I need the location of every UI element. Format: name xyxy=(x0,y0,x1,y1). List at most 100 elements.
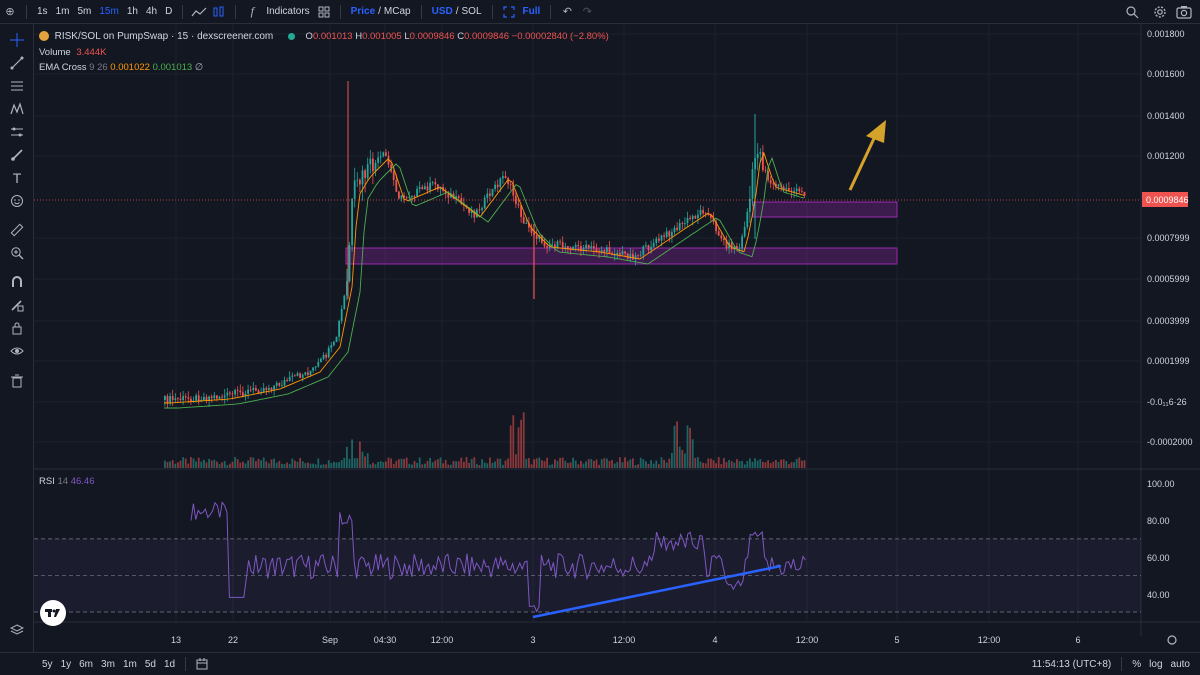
fullscreen-icon[interactable] xyxy=(499,2,519,22)
rsi-legend[interactable]: RSI 14 46.46 xyxy=(39,476,94,487)
zoom-icon[interactable] xyxy=(6,243,28,263)
candle-body xyxy=(338,320,340,337)
mcap-toggle[interactable]: MCap xyxy=(383,6,411,17)
lock-icon[interactable] xyxy=(6,318,28,338)
volume-bar xyxy=(769,463,772,468)
candle-body xyxy=(746,211,749,227)
sol-toggle[interactable]: SOL xyxy=(461,6,482,17)
divider xyxy=(339,4,341,19)
undo-icon[interactable]: ↶ xyxy=(562,6,572,18)
volume-bar xyxy=(470,458,473,468)
trash-icon[interactable] xyxy=(6,371,28,391)
indicators-icon[interactable]: f xyxy=(250,4,254,18)
eye-icon[interactable] xyxy=(6,341,28,361)
range-3m[interactable]: 3m xyxy=(101,658,115,670)
quick-search-icon[interactable] xyxy=(1122,2,1142,22)
brush-icon[interactable] xyxy=(6,145,28,165)
interval-1s[interactable]: 1s xyxy=(37,6,48,17)
volume-bar xyxy=(307,462,309,468)
candle-body xyxy=(619,252,621,255)
interval-15m[interactable]: 15m xyxy=(99,6,119,17)
interval-1h[interactable]: 1h xyxy=(126,6,138,17)
forecast-icon[interactable] xyxy=(6,122,28,142)
add-symbol-icon[interactable]: ⊕ xyxy=(5,6,15,18)
candle-body xyxy=(678,223,681,230)
crosshair-icon[interactable] xyxy=(6,30,28,50)
symbol-legend[interactable]: RISK/SOL on PumpSwap · 15 · dexscreener.… xyxy=(39,31,609,42)
interval-5m[interactable]: 5m xyxy=(77,6,92,17)
volume-bar xyxy=(642,459,645,468)
candle-body xyxy=(681,223,684,224)
camera-icon[interactable] xyxy=(1174,2,1194,22)
interval-4h[interactable]: 4h xyxy=(145,6,158,17)
fib-icon[interactable] xyxy=(6,76,28,96)
volume-bar xyxy=(457,461,460,468)
line-chart-icon[interactable] xyxy=(189,2,209,22)
chart-settings-gear-icon[interactable] xyxy=(1167,635,1177,645)
auto-toggle[interactable]: auto xyxy=(1170,658,1190,670)
volume-legend[interactable]: Volume 3.444K xyxy=(39,47,106,58)
go-to-date-icon[interactable] xyxy=(192,654,212,674)
indicators-button[interactable]: Indicators xyxy=(266,6,310,17)
clock[interactable]: 11:54:13 (UTC+8) xyxy=(1031,658,1112,670)
interval-1m[interactable]: 1m xyxy=(55,6,70,17)
candle-body xyxy=(720,235,723,239)
layouts-icon[interactable] xyxy=(314,2,334,22)
volume-bar xyxy=(762,461,764,468)
volume-bar xyxy=(728,459,730,468)
lock-drawings-icon[interactable] xyxy=(6,295,28,315)
range-1d[interactable]: 1d xyxy=(163,658,176,670)
tradingview-logo[interactable] xyxy=(40,600,66,626)
volume-bar xyxy=(382,462,385,468)
candle-body xyxy=(257,390,260,394)
trendline-icon[interactable] xyxy=(6,53,28,73)
range-1y[interactable]: 1y xyxy=(60,658,72,670)
ema-fast-value: 0.001022 xyxy=(110,62,150,73)
volume-bar xyxy=(629,459,632,468)
price-toggle[interactable]: Price xyxy=(350,6,376,17)
volume-bar xyxy=(190,457,192,468)
pattern-icon[interactable] xyxy=(6,99,28,119)
candle-body xyxy=(606,247,608,253)
volume-bar xyxy=(632,458,634,468)
volume-bar xyxy=(554,459,556,468)
volume-bar xyxy=(507,458,509,468)
emoji-icon[interactable] xyxy=(6,191,28,211)
text-icon[interactable]: T xyxy=(12,170,22,186)
ema-legend[interactable]: EMA Cross 9 26 0.001022 0.001013 ∅ xyxy=(39,62,203,73)
volume-bar xyxy=(442,463,444,468)
time-axis-label: 12:00 xyxy=(978,635,1001,645)
volume-bar xyxy=(754,458,756,468)
candle-body xyxy=(634,255,637,260)
hide-indicator-icon[interactable]: ∅ xyxy=(194,62,204,73)
candle-body xyxy=(736,246,738,250)
ruler-icon[interactable] xyxy=(6,220,28,240)
chart-area[interactable]: 0.001800 0.001600 0.001400 0.001200 0.000799… xyxy=(34,24,1200,652)
candle-body xyxy=(491,188,494,196)
candle-body xyxy=(366,164,369,179)
volume-bar xyxy=(177,462,179,468)
volume-bar xyxy=(707,458,710,468)
range-1m[interactable]: 1m xyxy=(122,658,137,670)
percent-toggle[interactable]: % xyxy=(1132,658,1142,670)
log-toggle[interactable]: log xyxy=(1149,658,1163,670)
price-axis-label: 0.001200 xyxy=(1147,151,1185,161)
price-chart-canvas[interactable]: 0.001800 0.001600 0.001400 0.001200 0.000799… xyxy=(34,24,1200,652)
usd-toggle[interactable]: USD xyxy=(431,6,453,17)
redo-icon[interactable]: ↷ xyxy=(582,6,592,18)
settings-gear-icon[interactable] xyxy=(1150,2,1170,22)
candle-body xyxy=(655,238,658,243)
range-6m[interactable]: 6m xyxy=(79,658,94,670)
full-button[interactable]: Full xyxy=(522,6,541,17)
range-5d[interactable]: 5d xyxy=(144,658,156,670)
magnet-icon[interactable] xyxy=(6,272,28,292)
volume-bar xyxy=(218,463,221,468)
candles-icon[interactable] xyxy=(209,2,229,22)
range-5y[interactable]: 5y xyxy=(42,658,53,670)
layers-icon[interactable] xyxy=(6,620,28,640)
interval-d[interactable]: D xyxy=(165,6,173,17)
candle-body xyxy=(751,169,754,199)
candle-body xyxy=(361,170,364,185)
candle-body xyxy=(182,396,184,400)
candle-body xyxy=(390,164,392,172)
